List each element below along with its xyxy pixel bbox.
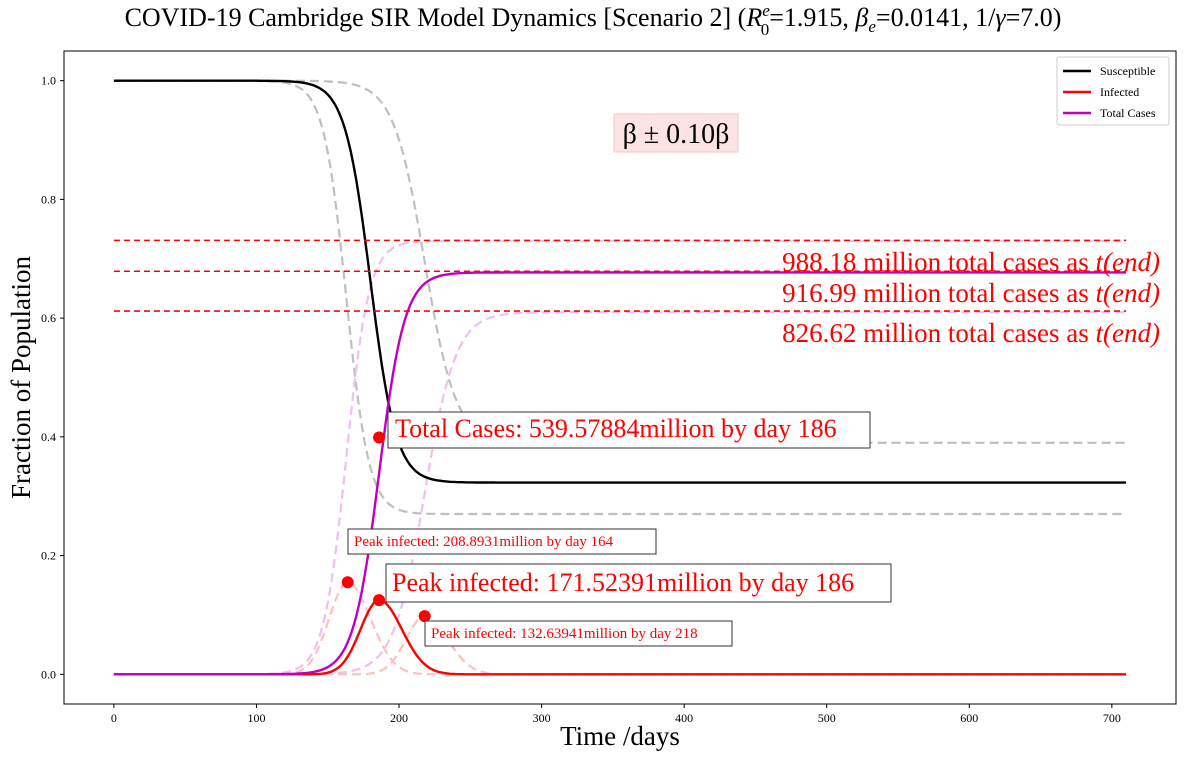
marker-label-2: Peak infected: 208.8931million by day 16… [354,534,614,550]
series-line-total-8 [113,271,1127,676]
y-tick-label-2: 0.4 [41,430,56,444]
x-tick-label-0: 0 [111,711,117,725]
marker-label-box-0 [387,411,871,449]
marker-point-2 [341,576,354,589]
x-tick-label-500: 500 [818,711,836,725]
legend-box [1056,56,1170,126]
plot-area [113,79,1127,676]
y-tick-label-1: 0.2 [41,549,56,563]
hline-label-1: 916.99 million total cases as t(end) [782,278,1160,308]
legend-label-0: Susceptible [1100,64,1155,78]
y-tick-label-5: 1.0 [41,74,56,88]
marker-point-0 [373,431,386,444]
x-tick-label-300: 300 [533,711,551,725]
series-line-susceptible-6 [113,79,1127,484]
y-tick-label-3: 0.6 [41,311,56,325]
legend-label-1: Infected [1100,85,1139,99]
chart-title: COVID-19 Cambridge SIR Model Dynamics [S… [125,1,1062,39]
marker-label-3: Peak infected: 132.63941million by day 2… [431,626,698,642]
marker-point-1 [373,594,386,607]
marker-label-box-1 [385,563,892,603]
x-tick-label-200: 200 [390,711,408,725]
beta-annotation-box [613,113,739,153]
x-tick-label-700: 700 [1103,711,1121,725]
x-tick-label-600: 600 [960,711,978,725]
axes: 0 100 200 300 400 500 600 700 0.0 0.2 0.4 0.6 0.8 1.0… [6,50,1177,751]
bound-line-total-4 [113,239,1127,676]
marker-label-box-2 [347,528,657,555]
chart-title-text: COVID-19 Cambridge SIR Model Dynamics [S… [125,1,1062,39]
x-tick-label-100: 100 [247,711,265,725]
marker-point-3 [418,610,431,623]
y-tick-label-4: 0.8 [41,192,56,206]
legend: Susceptible Infected Total Cases [1056,56,1170,126]
marker-label-1: Peak infected: 171.52391million by day 1… [392,568,854,597]
hline-label-0: 988.18 million total cases as t(end) [782,247,1160,277]
marker-label-0: Total Cases: 539.57884million by day 186 [395,414,837,443]
hline-label-2: 826.62 million total cases as t(end) [782,318,1160,348]
beta-annotation-text: β ± 0.10β [623,119,730,150]
y-tick-label-0: 0.0 [41,667,56,681]
x-axis-label: Time /days [560,721,680,751]
annotations: 988.18 million total cases as t(end)916.… [341,113,1160,647]
x-tick-label-400: 400 [675,711,693,725]
bound-line-total-5 [113,311,1127,676]
marker-label-box-3 [424,620,733,647]
y-axis-label: Fraction of Population [6,256,36,499]
legend-label-2: Total Cases [1100,106,1156,120]
plot-frame [63,50,1177,705]
